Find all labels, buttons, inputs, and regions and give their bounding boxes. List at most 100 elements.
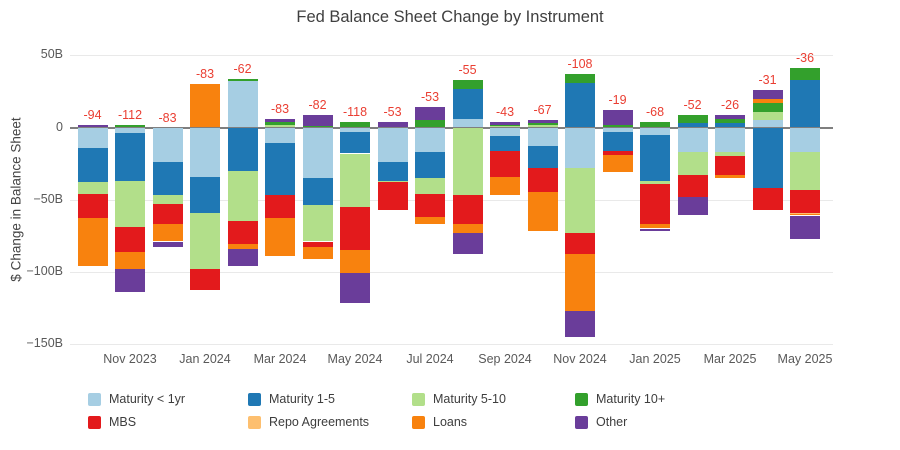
bar-segment-maturity-1-5[interactable] <box>752 127 783 189</box>
bar-segment-maturity-10plus[interactable] <box>715 118 745 124</box>
bar-segment-maturity-lt-1yr[interactable] <box>565 127 595 168</box>
bar-segment-maturity-1-5[interactable] <box>452 88 483 119</box>
bar-segment-maturity-1-5[interactable] <box>415 152 445 178</box>
bar-segment-loans[interactable] <box>152 224 183 242</box>
bar-segment-maturity-1-5[interactable] <box>265 143 295 196</box>
bar-segment-other[interactable] <box>377 121 408 128</box>
bar-segment-other[interactable] <box>490 121 520 125</box>
bar-segment-maturity-1-5[interactable] <box>77 147 108 183</box>
bar-segment-maturity-lt-1yr[interactable] <box>452 118 483 128</box>
bar-segment-maturity-1-5[interactable] <box>565 82 595 128</box>
bar-segment-maturity-1-5[interactable] <box>715 123 745 128</box>
bar-segment-maturity-5-10[interactable] <box>790 152 820 190</box>
bar-segment-mbs[interactable] <box>77 193 108 219</box>
bar-segment-maturity-1-5[interactable] <box>190 176 220 213</box>
bar-segment-other[interactable] <box>452 232 483 255</box>
bar-segment-mbs[interactable] <box>115 227 145 252</box>
bar-segment-maturity-1-5[interactable] <box>490 136 520 151</box>
bar-segment-mbs[interactable] <box>790 189 820 213</box>
bar-segment-other[interactable] <box>265 118 295 122</box>
bar-segment-loans[interactable] <box>302 247 333 259</box>
bar-segment-maturity-lt-1yr[interactable] <box>190 127 220 177</box>
bar-segment-maturity-5-10[interactable] <box>565 167 595 233</box>
bar-segment-mbs[interactable] <box>452 195 483 225</box>
bar-segment-maturity-10plus[interactable] <box>115 124 145 128</box>
bar-segment-maturity-lt-1yr[interactable] <box>602 127 633 132</box>
bar-segment-mbs[interactable] <box>265 195 295 219</box>
bar-segment-maturity-10plus[interactable] <box>640 121 670 128</box>
legend-item-loans[interactable]: Loans <box>412 415 467 429</box>
bar-segment-maturity-10plus[interactable] <box>415 120 445 128</box>
bar-segment-maturity-lt-1yr[interactable] <box>77 127 108 148</box>
bar-segment-loans[interactable] <box>190 84 220 128</box>
bar-segment-maturity-1-5[interactable] <box>377 162 408 181</box>
bar-segment-maturity-5-10[interactable] <box>640 180 670 184</box>
bar-segment-mbs[interactable] <box>715 156 745 176</box>
bar-segment-loans[interactable] <box>415 216 445 225</box>
bar-segment-maturity-lt-1yr[interactable] <box>790 127 820 152</box>
bar-segment-maturity-10plus[interactable] <box>790 68 820 80</box>
bar-segment-maturity-10plus[interactable] <box>340 121 370 128</box>
bar-segment-maturity-10plus[interactable] <box>490 124 520 126</box>
bar-segment-other[interactable] <box>752 90 783 99</box>
bar-segment-maturity-5-10[interactable] <box>190 212 220 269</box>
bar-segment-maturity-1-5[interactable] <box>115 133 145 181</box>
bar-segment-loans[interactable] <box>752 98 783 103</box>
bar-segment-mbs[interactable] <box>490 150 520 177</box>
bar-segment-maturity-5-10[interactable] <box>265 124 295 128</box>
bar-segment-maturity-lt-1yr[interactable] <box>527 127 558 147</box>
legend-item-maturity-1-5[interactable]: Maturity 1-5 <box>248 392 335 406</box>
bar-segment-other[interactable] <box>677 196 708 216</box>
bar-segment-loans[interactable] <box>77 218 108 266</box>
legend-item-mbs[interactable]: MBS <box>88 415 136 429</box>
bar-segment-maturity-5-10[interactable] <box>527 124 558 128</box>
bar-segment-mbs[interactable] <box>602 150 633 155</box>
bar-segment-loans[interactable] <box>340 250 370 274</box>
bar-segment-maturity-5-10[interactable] <box>715 152 745 157</box>
bar-segment-mbs[interactable] <box>152 204 183 225</box>
bar-segment-maturity-1-5[interactable] <box>602 131 633 151</box>
legend-item-maturity-lt-1yr[interactable]: Maturity < 1yr <box>88 392 185 406</box>
bar-segment-maturity-5-10[interactable] <box>677 152 708 176</box>
bar-segment-maturity-10plus[interactable] <box>677 114 708 124</box>
bar-segment-other[interactable] <box>640 228 670 232</box>
bar-segment-loans[interactable] <box>602 154 633 173</box>
bar-segment-mbs[interactable] <box>677 175 708 197</box>
bar-segment-maturity-5-10[interactable] <box>752 111 783 121</box>
bar-segment-loans[interactable] <box>265 218 295 256</box>
bar-segment-maturity-1-5[interactable] <box>227 127 258 171</box>
bar-segment-maturity-5-10[interactable] <box>415 178 445 194</box>
bar-segment-maturity-lt-1yr[interactable] <box>115 127 145 134</box>
bar-segment-maturity-5-10[interactable] <box>77 182 108 194</box>
bar-segment-maturity-10plus[interactable] <box>527 123 558 125</box>
bar-segment-maturity-1-5[interactable] <box>527 146 558 168</box>
bar-segment-mbs[interactable] <box>302 241 333 248</box>
bar-segment-maturity-5-10[interactable] <box>152 195 183 204</box>
bar-segment-other[interactable] <box>77 124 108 128</box>
legend-item-other[interactable]: Other <box>575 415 627 429</box>
bar-segment-maturity-10plus[interactable] <box>602 124 633 128</box>
bar-segment-maturity-lt-1yr[interactable] <box>340 127 370 132</box>
bar-segment-mbs[interactable] <box>415 193 445 217</box>
bar-segment-maturity-1-5[interactable] <box>340 131 370 154</box>
bar-segment-maturity-10plus[interactable] <box>752 103 783 112</box>
bar-segment-loans[interactable] <box>527 192 558 232</box>
bar-segment-maturity-5-10[interactable] <box>377 180 408 183</box>
bar-segment-repo-agreements[interactable] <box>790 212 820 214</box>
bar-segment-other[interactable] <box>115 268 145 292</box>
bar-segment-loans[interactable] <box>565 254 595 311</box>
bar-segment-mbs[interactable] <box>340 206 370 251</box>
bar-segment-maturity-lt-1yr[interactable] <box>715 127 745 152</box>
bar-segment-maturity-5-10[interactable] <box>340 153 370 207</box>
bar-segment-maturity-1-5[interactable] <box>677 123 708 128</box>
bar-segment-maturity-5-10[interactable] <box>115 180 145 228</box>
legend-item-maturity-5-10[interactable]: Maturity 5-10 <box>412 392 506 406</box>
bar-segment-maturity-5-10[interactable] <box>302 205 333 242</box>
bar-segment-loans[interactable] <box>715 175 745 178</box>
bar-segment-maturity-10plus[interactable] <box>452 79 483 89</box>
bar-segment-other[interactable] <box>527 120 558 124</box>
legend-item-repo-agreements[interactable]: Repo Agreements <box>248 415 369 429</box>
bar-segment-loans[interactable] <box>490 176 520 196</box>
bar-segment-maturity-lt-1yr[interactable] <box>415 127 445 152</box>
bar-segment-loans[interactable] <box>790 214 820 216</box>
